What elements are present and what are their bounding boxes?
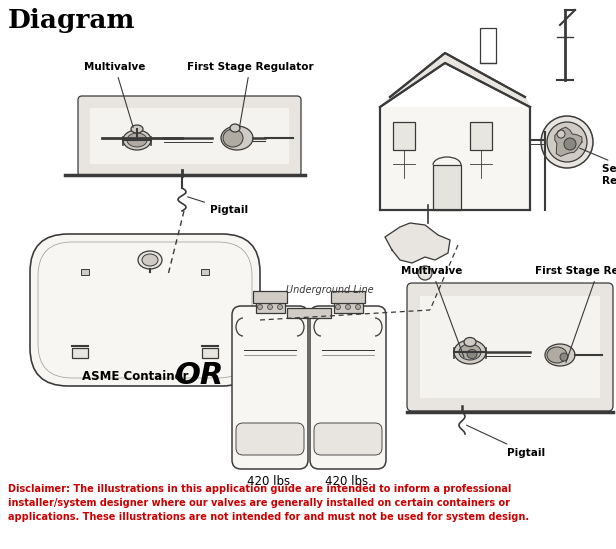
Bar [90,108,289,164]
FancyBboxPatch shape [232,306,308,469]
Bar [433,165,461,210]
Text: First Stage Regulator: First Stage Regulator [535,266,616,362]
Bar [253,291,287,303]
Bar [393,122,415,150]
Ellipse shape [545,344,575,366]
Circle shape [541,116,593,168]
Ellipse shape [464,338,476,346]
Text: Second Stage
Regulator: Second Stage Regulator [580,148,616,186]
Circle shape [336,305,341,310]
Circle shape [346,305,351,310]
Text: First Stage Regulator: First Stage Regulator [187,62,314,127]
Circle shape [267,305,272,310]
Bar [202,348,218,358]
Ellipse shape [459,344,481,360]
Text: 420 lbs.: 420 lbs. [246,475,293,488]
Text: Underground Line: Underground Line [286,285,374,295]
Text: installer/system designer where our valves are generally installed on certain co: installer/system designer where our valv… [8,498,510,508]
Polygon shape [380,107,530,210]
Text: applications. These illustrations are not intended for and must not be used for : applications. These illustrations are no… [8,512,529,522]
Circle shape [418,266,432,280]
Ellipse shape [127,133,147,147]
FancyBboxPatch shape [30,234,260,386]
Bar [334,299,363,313]
Ellipse shape [221,126,253,150]
FancyBboxPatch shape [314,423,382,455]
Polygon shape [380,53,530,107]
Ellipse shape [547,347,567,363]
Bar [72,348,88,358]
Circle shape [547,122,587,162]
Bar [470,122,492,150]
FancyBboxPatch shape [236,423,304,455]
Bar [420,296,600,398]
Circle shape [355,305,360,310]
Ellipse shape [123,130,151,150]
Text: Pigtail: Pigtail [466,425,545,458]
Text: ASME Container: ASME Container [82,370,188,383]
Circle shape [257,305,262,310]
Text: Multivalve: Multivalve [401,266,464,357]
Bar [256,299,285,313]
Text: 420 lbs.: 420 lbs. [325,475,371,488]
Circle shape [277,305,283,310]
Circle shape [557,130,565,138]
Polygon shape [385,223,450,263]
FancyBboxPatch shape [310,306,386,469]
Ellipse shape [142,254,158,266]
Ellipse shape [467,350,477,358]
Bar [287,308,331,318]
Ellipse shape [560,353,568,361]
Ellipse shape [230,124,240,132]
Polygon shape [555,127,582,156]
Text: Diagram: Diagram [8,8,136,33]
Text: OR: OR [176,361,225,389]
Bar [201,269,209,275]
Ellipse shape [454,340,486,364]
Text: Multivalve: Multivalve [84,62,146,127]
Bar [480,28,496,63]
Ellipse shape [223,129,243,147]
Bar [81,269,89,275]
FancyBboxPatch shape [407,283,613,411]
Text: Pigtail: Pigtail [188,197,248,215]
Circle shape [564,138,576,150]
Ellipse shape [131,125,143,133]
Text: Disclaimer: The illustrations in this application guide are intended to inform a: Disclaimer: The illustrations in this ap… [8,484,511,494]
FancyBboxPatch shape [78,96,301,176]
Bar [331,291,365,303]
Ellipse shape [138,251,162,269]
